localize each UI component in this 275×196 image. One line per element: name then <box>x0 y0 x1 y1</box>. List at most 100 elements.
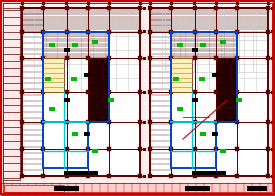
Bar <box>20 90 24 94</box>
Bar <box>169 147 173 151</box>
Bar <box>235 147 239 151</box>
Bar <box>143 30 146 33</box>
Bar <box>177 107 183 111</box>
Bar <box>235 98 241 102</box>
Bar <box>266 30 270 34</box>
Bar <box>71 77 77 81</box>
Bar <box>3 8 20 180</box>
Bar <box>200 132 206 136</box>
Bar <box>169 56 173 60</box>
Bar <box>65 30 69 34</box>
Bar <box>266 2 269 5</box>
Bar <box>235 90 239 94</box>
Bar <box>48 107 54 111</box>
Bar <box>214 90 218 94</box>
Bar <box>271 6 274 9</box>
Bar <box>43 32 109 122</box>
Bar <box>214 174 218 178</box>
Bar <box>86 90 90 94</box>
Bar <box>41 6 45 10</box>
Bar <box>171 122 216 168</box>
Bar <box>143 6 146 9</box>
Bar <box>108 98 114 102</box>
Bar <box>177 43 183 47</box>
Bar <box>107 147 111 151</box>
Bar <box>193 6 197 10</box>
Bar <box>41 147 45 151</box>
Bar <box>169 174 173 178</box>
Bar <box>143 57 146 60</box>
Bar <box>86 56 90 60</box>
Bar <box>235 30 239 34</box>
Bar <box>235 120 239 124</box>
Bar <box>212 132 218 136</box>
Bar <box>107 174 111 178</box>
Bar <box>20 120 24 124</box>
Bar <box>41 90 45 94</box>
Bar <box>86 6 90 10</box>
Bar <box>43 58 64 92</box>
Bar <box>108 2 111 5</box>
Bar <box>43 122 88 168</box>
Bar <box>138 147 142 151</box>
Bar <box>185 186 210 191</box>
Bar <box>65 174 69 178</box>
Bar <box>214 30 218 34</box>
Bar <box>193 56 197 60</box>
Bar <box>143 174 146 178</box>
Bar <box>65 90 69 94</box>
Bar <box>84 73 90 77</box>
Bar <box>171 58 192 92</box>
Bar <box>271 121 274 124</box>
Bar <box>41 56 45 60</box>
Bar <box>4 185 64 192</box>
Bar <box>266 56 270 60</box>
Bar <box>41 174 45 178</box>
Bar <box>271 174 274 178</box>
Bar <box>193 2 196 5</box>
Bar <box>192 98 198 102</box>
Bar <box>87 2 90 5</box>
Bar <box>171 32 237 122</box>
Bar <box>65 6 69 10</box>
Bar <box>20 147 24 151</box>
Bar <box>22 8 140 176</box>
Bar <box>235 6 239 10</box>
Bar <box>84 132 90 136</box>
Bar <box>266 120 270 124</box>
Bar <box>193 174 197 178</box>
Bar <box>148 2 152 5</box>
Bar <box>143 148 146 151</box>
Bar <box>271 57 274 60</box>
Bar <box>235 56 239 60</box>
Bar <box>107 120 111 124</box>
Bar <box>20 56 24 60</box>
Bar <box>86 174 90 178</box>
Bar <box>193 147 197 151</box>
Bar <box>138 120 142 124</box>
Bar <box>41 120 45 124</box>
Bar <box>266 174 270 178</box>
Bar <box>64 98 70 102</box>
Bar <box>148 120 152 124</box>
Bar <box>107 30 111 34</box>
Bar <box>266 90 270 94</box>
Bar <box>20 6 24 10</box>
Bar <box>92 40 98 44</box>
Bar <box>21 2 23 5</box>
Bar <box>271 91 274 93</box>
Bar <box>170 2 173 5</box>
Bar <box>65 56 69 60</box>
Bar <box>42 2 45 5</box>
Bar <box>271 30 274 33</box>
Bar <box>192 48 198 52</box>
Bar <box>214 56 218 60</box>
Bar <box>193 30 197 34</box>
Bar <box>65 120 69 124</box>
Bar <box>271 148 274 151</box>
Bar <box>148 90 152 94</box>
Bar <box>148 6 152 10</box>
Bar <box>92 149 98 153</box>
Bar <box>54 186 79 191</box>
Bar <box>200 43 206 47</box>
